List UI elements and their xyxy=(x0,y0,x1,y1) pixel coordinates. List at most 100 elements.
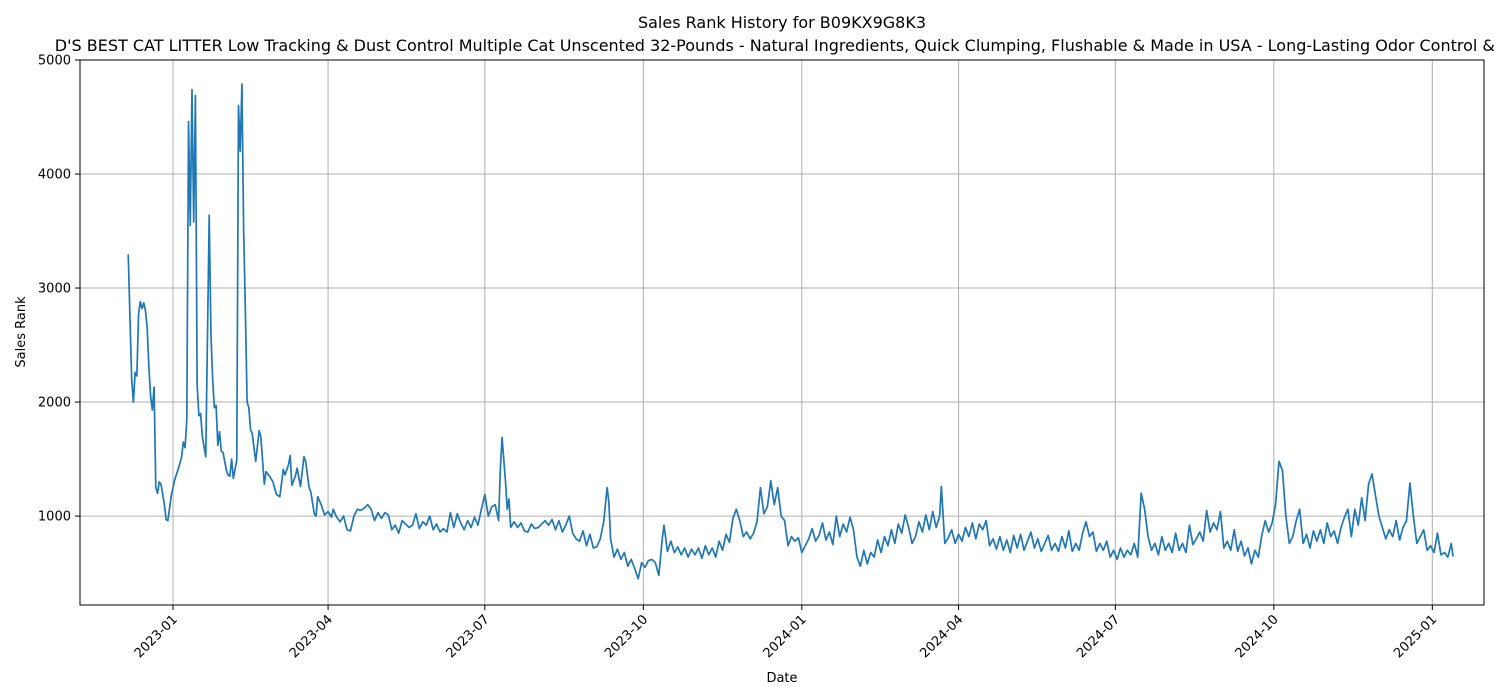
x-tick-label: 2024-04 xyxy=(917,612,966,661)
data-point xyxy=(143,302,145,304)
data-point xyxy=(742,536,744,538)
data-point xyxy=(1416,543,1418,545)
data-point xyxy=(698,547,700,549)
data-point xyxy=(1368,483,1370,485)
data-point xyxy=(701,557,703,559)
data-point xyxy=(374,520,376,522)
data-point xyxy=(398,532,400,534)
data-point xyxy=(220,450,222,452)
data-point xyxy=(245,310,247,312)
x-tick-label: 2023-07 xyxy=(444,612,493,661)
data-point xyxy=(343,515,345,517)
data-point xyxy=(715,556,717,558)
data-point xyxy=(978,523,980,525)
data-point xyxy=(508,498,510,500)
data-point xyxy=(303,456,305,458)
data-point xyxy=(513,521,515,523)
data-point xyxy=(133,401,135,403)
data-point xyxy=(456,513,458,515)
data-point xyxy=(880,552,882,554)
data-point xyxy=(1326,522,1328,524)
data-point xyxy=(884,536,886,538)
data-point xyxy=(1147,536,1149,538)
data-point xyxy=(291,484,293,486)
data-point xyxy=(241,83,243,85)
data-point xyxy=(443,528,445,530)
data-point xyxy=(296,467,298,469)
data-point xyxy=(295,475,297,477)
data-point xyxy=(1016,547,1018,549)
data-point xyxy=(415,513,417,515)
data-point xyxy=(134,372,136,374)
data-point xyxy=(198,415,200,417)
data-point xyxy=(1419,536,1421,538)
data-point xyxy=(767,506,769,508)
data-point xyxy=(1452,555,1454,557)
data-point xyxy=(891,529,893,531)
x-tick-label: 2023-10 xyxy=(602,612,651,661)
data-point xyxy=(250,429,252,431)
data-point xyxy=(1075,543,1077,545)
data-point xyxy=(1378,515,1380,517)
data-point xyxy=(205,456,207,458)
data-point xyxy=(822,522,824,524)
data-point xyxy=(258,430,260,432)
data-point xyxy=(1130,554,1132,556)
y-tick-label: 4000 xyxy=(38,168,71,183)
data-point xyxy=(593,547,595,549)
data-point xyxy=(195,95,197,97)
data-point xyxy=(725,534,727,536)
data-point xyxy=(1240,540,1242,542)
data-point xyxy=(331,516,333,518)
data-point xyxy=(1165,549,1167,551)
data-point xyxy=(127,254,129,256)
data-point xyxy=(1223,547,1225,549)
data-point xyxy=(644,567,646,569)
data-point xyxy=(219,431,221,433)
data-point xyxy=(829,531,831,533)
data-point xyxy=(918,521,920,523)
data-point xyxy=(1034,547,1036,549)
data-point xyxy=(985,520,987,522)
data-point xyxy=(1316,540,1318,542)
x-tick-label: 2023-04 xyxy=(287,612,336,661)
data-point xyxy=(989,545,991,547)
data-point xyxy=(1158,554,1160,556)
data-point xyxy=(687,556,689,558)
data-point xyxy=(961,540,963,542)
data-point xyxy=(217,445,219,447)
data-point xyxy=(777,487,779,489)
data-point xyxy=(579,540,581,542)
data-point xyxy=(1133,543,1135,545)
data-point xyxy=(784,520,786,522)
data-point xyxy=(760,487,762,489)
data-point xyxy=(537,527,539,529)
data-point xyxy=(1102,549,1104,551)
data-point xyxy=(839,536,841,538)
data-point xyxy=(694,554,696,556)
data-point xyxy=(200,413,202,415)
data-point xyxy=(1230,549,1232,551)
data-point xyxy=(1009,552,1011,554)
series-layer xyxy=(127,83,1454,580)
y-tick-label: 5000 xyxy=(38,54,71,69)
data-point xyxy=(284,474,286,476)
data-point xyxy=(798,537,800,539)
chart-title: Sales Rank History for B09KX9G8K3 xyxy=(638,13,926,32)
data-point xyxy=(239,150,241,152)
data-point xyxy=(1099,543,1101,545)
data-point xyxy=(498,520,500,522)
data-point xyxy=(849,516,851,518)
data-point xyxy=(1450,543,1452,545)
y-tick-label: 1000 xyxy=(38,510,71,525)
data-point xyxy=(1140,492,1142,494)
data-point xyxy=(1292,536,1294,538)
data-point xyxy=(680,554,682,556)
data-point xyxy=(935,527,937,529)
data-point xyxy=(1444,552,1446,554)
data-point xyxy=(915,536,917,538)
data-point xyxy=(825,539,827,541)
data-point xyxy=(506,508,508,510)
data-point xyxy=(568,515,570,517)
data-point xyxy=(860,565,862,567)
